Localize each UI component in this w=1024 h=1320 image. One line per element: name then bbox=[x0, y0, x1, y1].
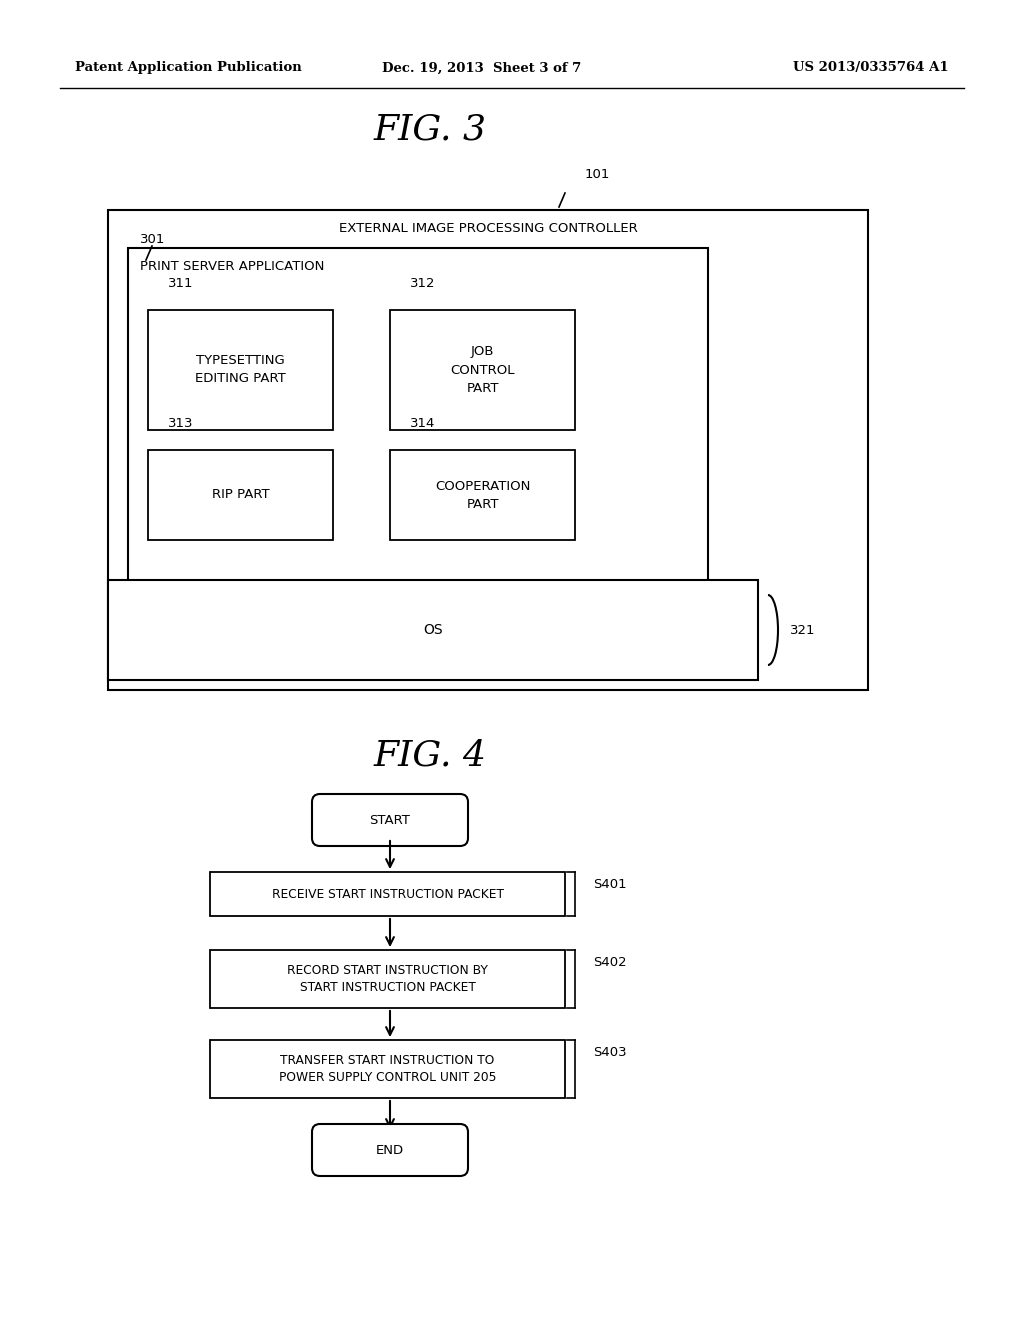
Bar bbox=[210, 1040, 565, 1098]
Text: START: START bbox=[370, 813, 411, 826]
Text: 312: 312 bbox=[410, 277, 435, 290]
Text: Patent Application Publication: Patent Application Publication bbox=[75, 62, 302, 74]
Text: PRINT SERVER APPLICATION: PRINT SERVER APPLICATION bbox=[140, 260, 325, 272]
FancyBboxPatch shape bbox=[312, 795, 468, 846]
Bar bbox=[148, 310, 333, 430]
Text: EXTERNAL IMAGE PROCESSING CONTROLLER: EXTERNAL IMAGE PROCESSING CONTROLLER bbox=[339, 222, 637, 235]
Text: Dec. 19, 2013  Sheet 3 of 7: Dec. 19, 2013 Sheet 3 of 7 bbox=[382, 62, 582, 74]
Text: RECORD START INSTRUCTION BY
START INSTRUCTION PACKET: RECORD START INSTRUCTION BY START INSTRU… bbox=[287, 964, 488, 994]
Text: OS: OS bbox=[423, 623, 442, 638]
Text: S401: S401 bbox=[593, 878, 627, 891]
Text: 313: 313 bbox=[168, 417, 194, 430]
Text: RIP PART: RIP PART bbox=[212, 488, 269, 502]
Bar bbox=[210, 950, 565, 1008]
Text: FIG. 4: FIG. 4 bbox=[374, 738, 486, 772]
Text: US 2013/0335764 A1: US 2013/0335764 A1 bbox=[794, 62, 949, 74]
Text: 321: 321 bbox=[790, 623, 815, 636]
Bar bbox=[128, 248, 708, 609]
FancyBboxPatch shape bbox=[312, 1125, 468, 1176]
Bar bbox=[148, 450, 333, 540]
Text: RECEIVE START INSTRUCTION PACKET: RECEIVE START INSTRUCTION PACKET bbox=[271, 887, 504, 900]
Bar bbox=[390, 310, 575, 430]
Text: JOB
CONTROL
PART: JOB CONTROL PART bbox=[451, 346, 515, 395]
Bar bbox=[108, 210, 868, 690]
Text: S402: S402 bbox=[593, 956, 627, 969]
Text: END: END bbox=[376, 1143, 404, 1156]
Bar bbox=[210, 873, 565, 916]
Text: TRANSFER START INSTRUCTION TO
POWER SUPPLY CONTROL UNIT 205: TRANSFER START INSTRUCTION TO POWER SUPP… bbox=[279, 1053, 497, 1084]
Text: 311: 311 bbox=[168, 277, 194, 290]
Bar bbox=[108, 579, 758, 680]
Text: FIG. 3: FIG. 3 bbox=[374, 114, 486, 147]
Text: 314: 314 bbox=[410, 417, 435, 430]
Bar bbox=[390, 450, 575, 540]
Text: S403: S403 bbox=[593, 1045, 627, 1059]
Text: 101: 101 bbox=[585, 168, 610, 181]
Text: TYPESETTING
EDITING PART: TYPESETTING EDITING PART bbox=[196, 355, 286, 385]
Text: COOPERATION
PART: COOPERATION PART bbox=[435, 479, 530, 511]
Text: 301: 301 bbox=[140, 234, 165, 246]
